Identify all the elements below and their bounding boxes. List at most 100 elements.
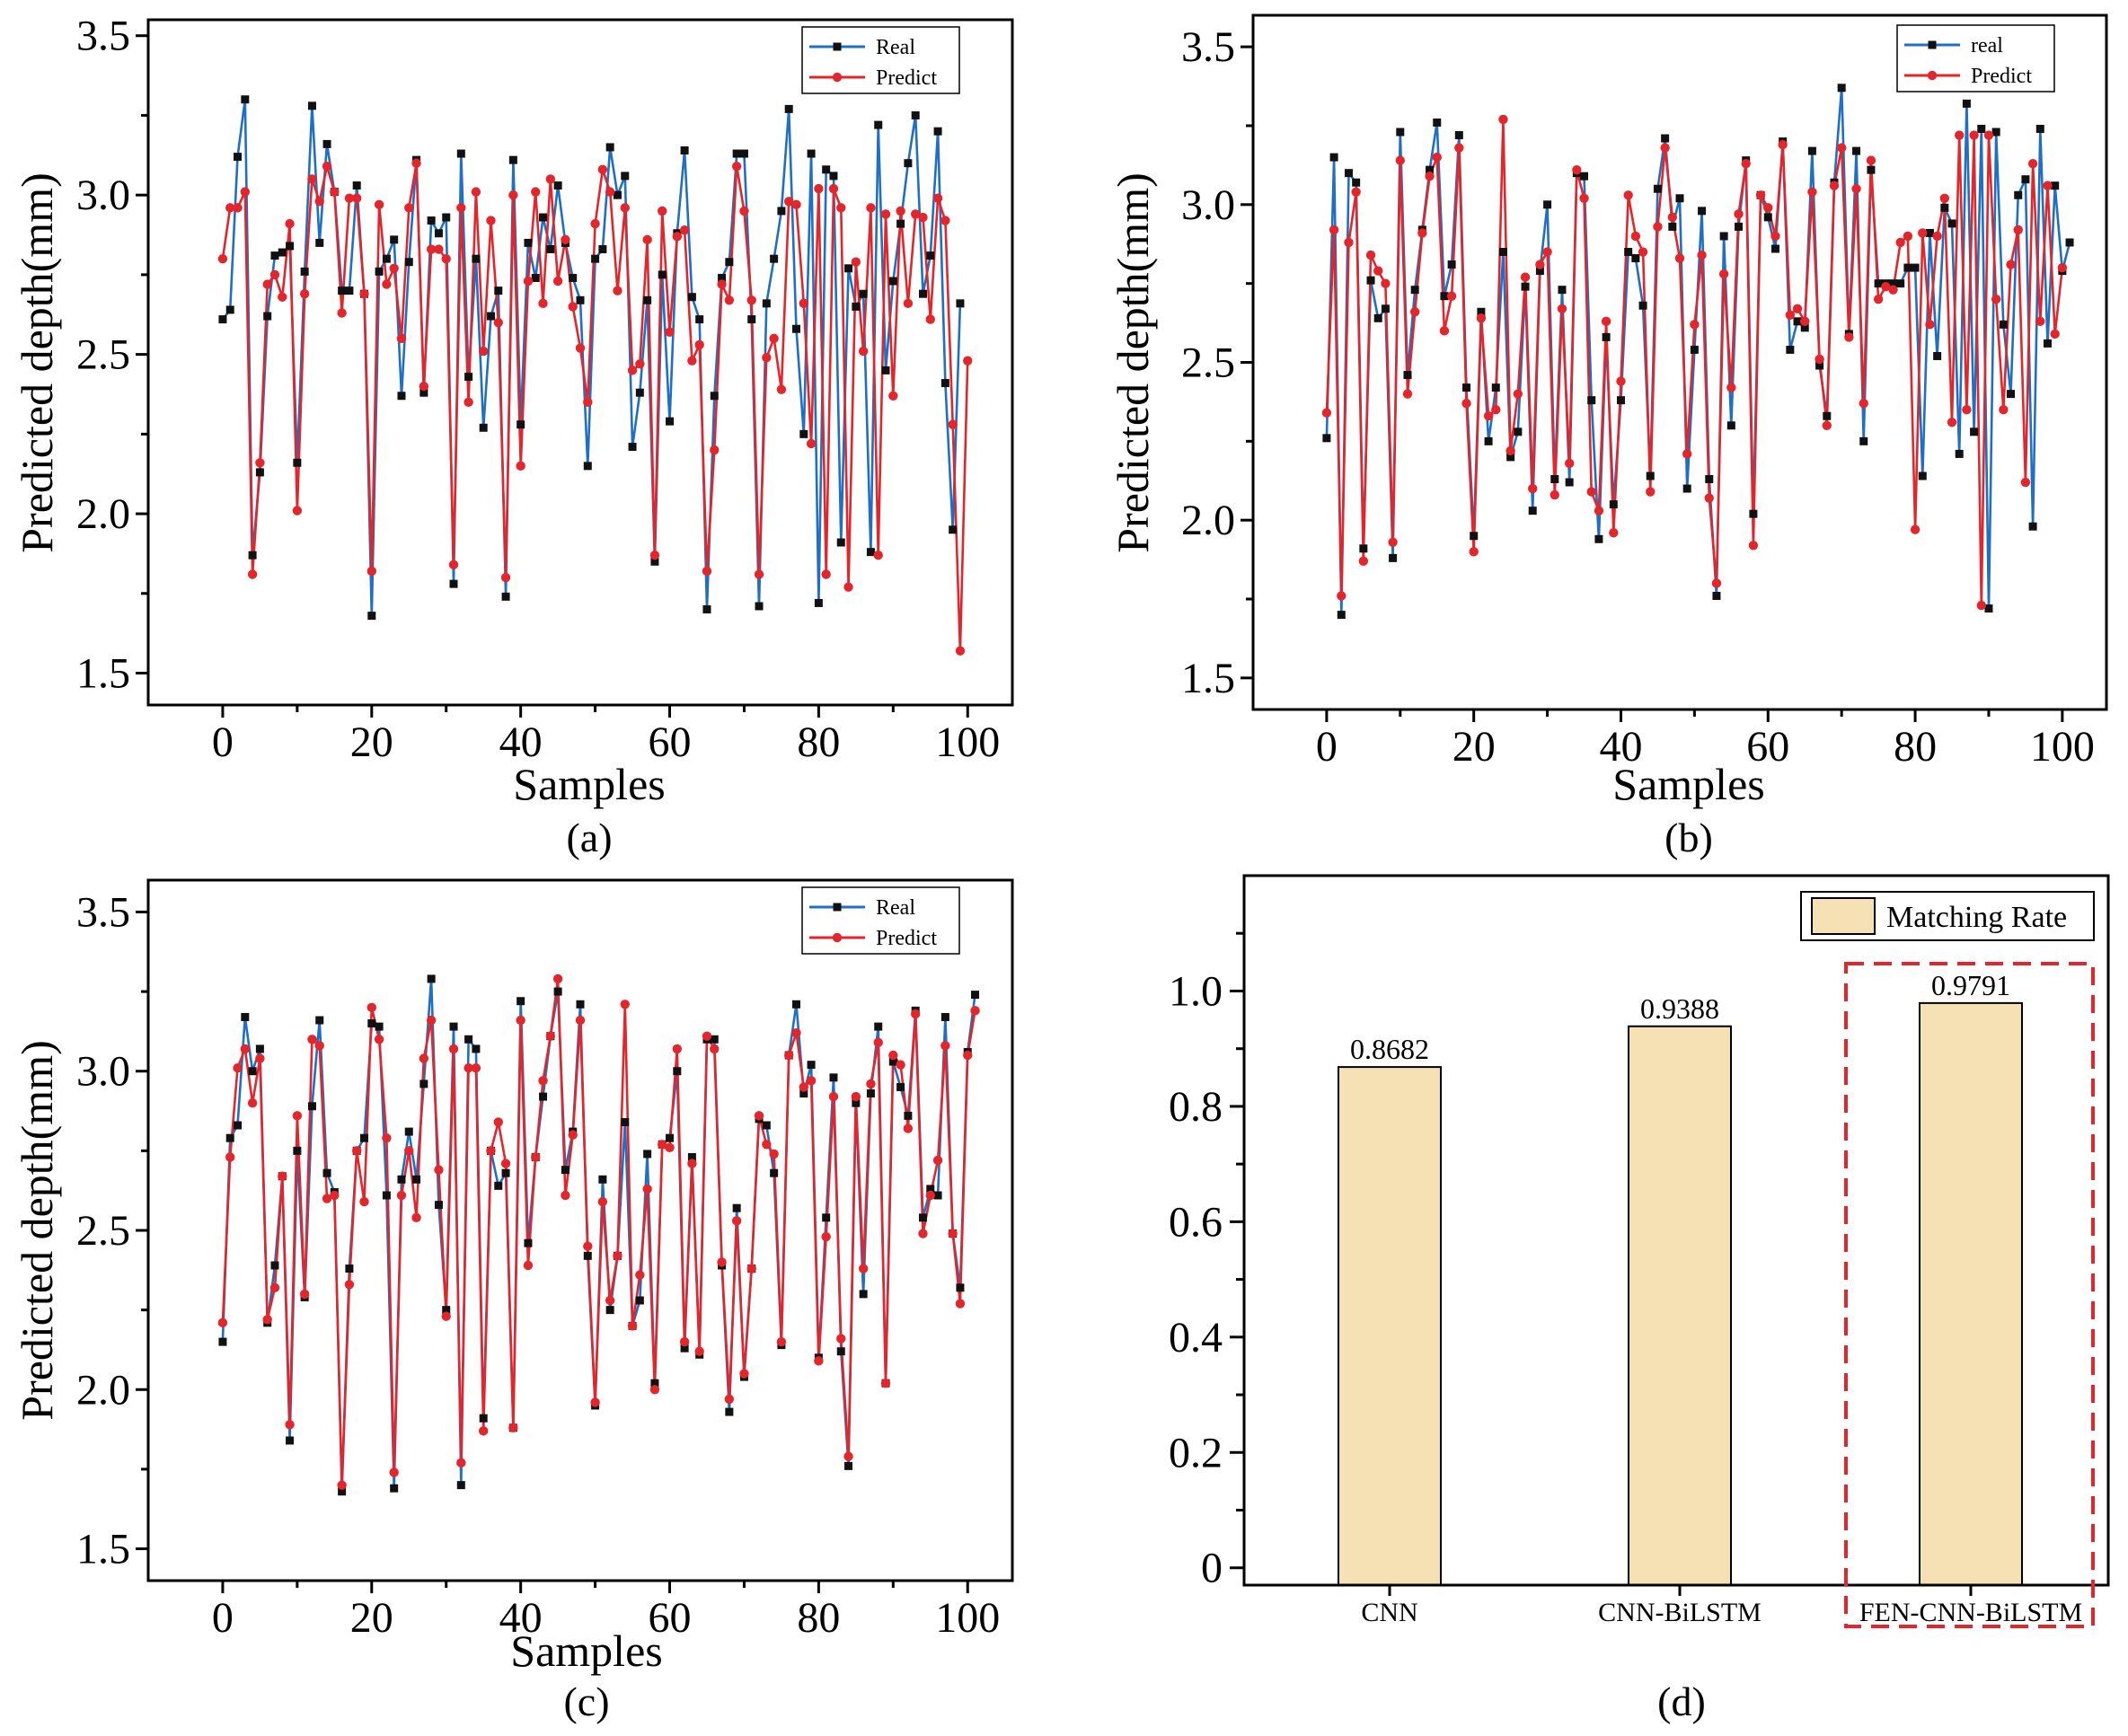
real-point	[583, 1251, 592, 1260]
predict-point	[389, 263, 399, 274]
predict-point	[441, 1311, 451, 1321]
real-point	[605, 143, 614, 152]
predict-point	[955, 1299, 966, 1309]
real-point	[881, 366, 890, 375]
real-point	[1565, 478, 1574, 487]
predict-point	[464, 397, 473, 408]
predict-point	[1969, 130, 1979, 140]
predict-point	[605, 187, 615, 197]
y-ticks: 0 0.2 0.4 0.6 0.8 1.0	[1169, 931, 1244, 1592]
predict-point	[217, 253, 228, 264]
real-point	[1580, 172, 1589, 181]
real-point	[501, 1168, 510, 1177]
predict-point	[597, 164, 608, 174]
predict-point	[486, 216, 496, 225]
real-point	[933, 1191, 942, 1200]
real-point	[1823, 411, 1832, 420]
predict-point	[1682, 449, 1692, 459]
y-tick-label: 3.0	[76, 1048, 130, 1096]
predict-point	[1579, 193, 1589, 203]
x-tick-label: 40	[499, 1594, 543, 1642]
predict-point	[843, 582, 853, 592]
x-tick-label: 100	[2030, 723, 2095, 771]
real-point	[1514, 427, 1523, 436]
real-point	[338, 286, 347, 295]
predict-point	[396, 333, 407, 344]
real-point	[427, 974, 436, 983]
real-point	[1962, 99, 1971, 108]
legend-predict-marker	[1927, 70, 1938, 81]
real-point	[367, 1019, 376, 1028]
predict-point	[1770, 231, 1780, 242]
legend-real-label: Real	[876, 896, 915, 920]
predict-point	[1572, 164, 1582, 175]
predict-point	[821, 569, 831, 579]
real-point	[404, 1127, 413, 1136]
real-point	[591, 254, 600, 263]
real-point	[1874, 279, 1883, 288]
predict-point	[955, 646, 966, 656]
real-point	[911, 110, 920, 119]
real-point	[1984, 604, 1993, 613]
predict-point	[940, 216, 950, 225]
y-tick-label: 2.0	[76, 490, 130, 538]
predict-point	[1711, 578, 1722, 588]
real-point	[524, 1238, 533, 1247]
real-point	[680, 146, 689, 155]
real-point	[486, 312, 495, 321]
predict-point	[710, 1044, 720, 1054]
real-point	[836, 538, 845, 547]
predict-point	[464, 1062, 473, 1073]
predict-point	[1815, 354, 1824, 365]
real-point	[1470, 532, 1479, 541]
predict-point	[1873, 295, 1884, 304]
predict-point	[411, 158, 421, 168]
real-point	[352, 181, 361, 190]
predict-point	[344, 1280, 355, 1290]
legend-predict-marker	[832, 72, 843, 83]
x-tick-label: 100	[935, 718, 1000, 766]
predict-point	[970, 1006, 980, 1016]
predict-point	[1792, 304, 1803, 313]
real-point	[1426, 165, 1435, 174]
predict-point	[247, 569, 258, 579]
real-point	[650, 557, 659, 566]
real-point	[628, 443, 637, 452]
real-point	[322, 139, 331, 148]
real-point	[234, 153, 243, 162]
real-point	[1506, 453, 1515, 462]
predict-point	[658, 206, 667, 216]
real-point	[1389, 553, 1398, 562]
predict-point	[337, 1480, 347, 1490]
real-point	[367, 612, 376, 621]
predict-point	[665, 1142, 675, 1153]
real-point	[1329, 153, 1338, 162]
predict-point	[836, 203, 846, 213]
predict-point	[649, 1385, 660, 1395]
predict-point	[590, 1397, 600, 1407]
predict-point	[784, 197, 794, 207]
predict-point	[784, 1050, 794, 1061]
real-point	[762, 1121, 771, 1130]
real-point	[241, 1012, 250, 1021]
predict-point	[1623, 190, 1633, 200]
predict-point	[1609, 528, 1619, 538]
panel-b: 0 20 40 60 80 100 1.5 2.0 2.5 3.0 3.5 real Predict…	[1108, 13, 2108, 860]
real-point	[621, 172, 630, 181]
y-tick-label: 2.0	[76, 1366, 130, 1414]
predict-point	[1321, 408, 1332, 418]
predict-point	[1844, 332, 1854, 342]
predict-point	[1646, 487, 1656, 497]
predict-point	[1402, 389, 1413, 399]
predict-point	[456, 203, 466, 213]
predict-point	[672, 232, 683, 242]
x-ticks: 0 20 40 60 80 100	[1316, 709, 2095, 771]
predict-point	[843, 1451, 853, 1461]
real-point	[799, 1089, 808, 1098]
real-point	[1535, 267, 1544, 276]
predict-point	[814, 1356, 824, 1366]
predict-point	[1630, 231, 1641, 242]
real-point	[456, 1481, 465, 1490]
real-point	[1698, 207, 1707, 216]
real-point	[1815, 361, 1824, 370]
